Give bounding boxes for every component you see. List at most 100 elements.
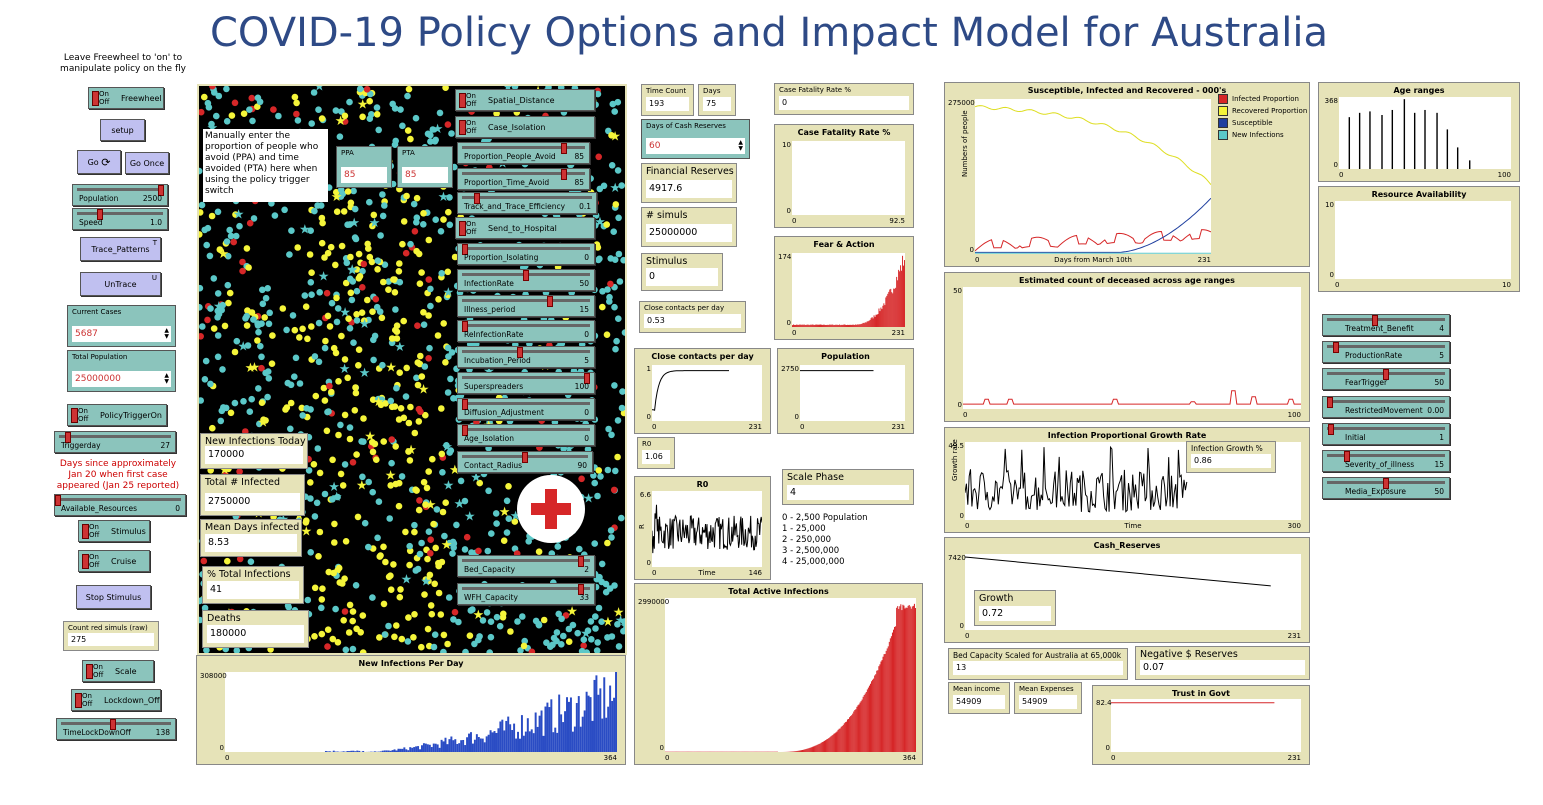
agent-dot [450,616,457,623]
agent-dot [618,182,625,189]
slider-severity-of-illness[interactable]: Severity_of_illness 15 [1322,450,1450,472]
freewheel-switch[interactable]: On Off Freewheel [88,87,164,109]
active-bar [869,683,872,752]
available-resources-slider[interactable]: Available_Resources 0 [54,494,186,516]
switch-spatial-distance[interactable]: On Off Spatial_Distance [455,89,595,111]
agent-dot [553,629,561,636]
agent-dot [425,577,432,585]
agent-dot [493,613,501,621]
agent-dot [488,530,495,537]
fear-bar [869,319,871,327]
slider-restrictedmovement[interactable]: RestrictedMovement 0.00 [1322,396,1450,418]
spinner-icon[interactable]: ▲ ▼ [164,327,169,340]
ppa-input[interactable]: PPA 85 [336,146,392,188]
slider-bed-capacity[interactable]: Bed_Capacity 2 [457,555,595,577]
slider-media-exposure[interactable]: Media_Exposure 50 [1322,477,1450,499]
slider-reinfectionrate[interactable]: ReInfectionRate 0 [457,320,595,342]
input-value[interactable]: 85 [341,167,387,183]
slider-contact-radius[interactable]: Contact_Radius 90 [457,451,593,473]
agent-dot [404,92,411,100]
spinner-icon[interactable]: ▲ ▼ [164,372,169,385]
agent-dot [215,310,223,318]
slider-feartrigger[interactable]: FearTrigger 50 [1322,368,1450,390]
superspreader-star-icon: ★ [394,340,406,355]
stop-stimulus-button[interactable]: Stop Stimulus [76,585,151,609]
active-bar [873,678,875,752]
slider-proportion-time-avoid[interactable]: Proportion_Time_Avoid 85 [457,168,590,190]
cruise-switch[interactable]: On Off Cruise [78,550,150,572]
new-infections-bar [456,744,459,752]
switch-case-isolation[interactable]: On Off Case_Isolation [455,116,595,138]
agent-dot [209,424,216,432]
slider-infectionrate[interactable]: InfectionRate 50 [457,269,595,291]
go-button[interactable]: Go ⟳ [77,150,121,174]
agent-dot [254,337,261,344]
agent-dot [331,539,338,546]
total-population-input[interactable]: Total Population 25000000 ▲ ▼ [67,350,176,392]
scale-switch[interactable]: On Off Scale [82,660,154,682]
go-once-button[interactable]: Go Once [125,152,169,174]
agent-dot [440,320,447,327]
superspreader-star-icon: ★ [620,619,625,634]
input-value[interactable]: 25000000 [72,371,171,387]
spinner-icon[interactable]: ▲ ▼ [738,139,743,152]
agent-dot [214,290,222,297]
new-infections-bar [603,677,606,752]
slider-illness-period[interactable]: Illness_period 15 [457,295,595,317]
agent-dot [451,253,459,261]
slider-treatment-benefit[interactable]: Treatment_Benefit 4 [1322,314,1450,336]
stimulus-switch[interactable]: On Off Stimulus [78,520,150,542]
agent-dot [511,518,519,525]
legend-item: Recovered Proportion [1218,106,1307,116]
pta-input[interactable]: PTA 85 [397,146,453,188]
agent-dot [420,210,427,217]
slider-diffusion-adjustment[interactable]: Diffusion_Adjustment 0 [457,398,595,420]
slider-wfh-capacity[interactable]: WFH_Capacity 33 [457,583,595,605]
agent-dot [286,251,293,258]
fear-bar [864,322,866,327]
new-infections-bar [609,685,612,752]
slider-initial[interactable]: Initial 1 [1322,423,1450,445]
input-value[interactable]: 60 [646,138,745,154]
untrace-button[interactable]: UnTrace U [80,272,161,296]
trace-patterns-button[interactable]: Trace_Patterns T [80,237,161,261]
input-value[interactable]: 5687 [72,326,171,342]
slider-productionrate[interactable]: ProductionRate 5 [1322,341,1450,363]
timelockdown-slider[interactable]: TimeLockDownOff 138 [56,718,176,740]
slider-age-isolation[interactable]: Age_Isolation 0 [457,424,595,446]
active-bar [855,709,857,752]
slider-superspreaders[interactable]: Superspreaders 100 [457,372,595,394]
slider-proportion-isolating[interactable]: Proportion_Isolating 0 [457,243,595,265]
switch-send-to-hospital[interactable]: On Off Send_to_Hospital [455,217,595,239]
slider-track-and-trace-efficiency[interactable]: Track_and_Trace_Efficiency 0.1 [457,192,597,214]
current-cases-input[interactable]: Current Cases 5687 ▲ ▼ [67,305,176,347]
monitor-label: Close contacts per day [644,304,725,312]
speed-slider[interactable]: Speed 1.0 [72,208,168,230]
agent-dot [420,478,428,486]
plot-population: Population 2750 0 0 231 [777,348,914,434]
agent-dot [403,364,410,372]
policy-trigger-switch[interactable]: On Off PolicyTriggerOn [67,404,167,426]
lockdown-switch[interactable]: On Off Lockdown_Off [71,689,161,711]
active-bar [874,675,876,752]
new-infections-bar [470,732,472,752]
agent-dot [307,279,315,286]
new-infections-bar [444,737,447,752]
days-cash-reserves-input[interactable]: Days of Cash Reserves 60 ▲ ▼ [641,119,750,159]
setup-button[interactable]: setup [100,119,145,141]
active-bar [844,722,846,752]
population-slider[interactable]: Population 2500 [72,184,168,206]
agent-dot [240,110,248,117]
slider-value: 2500 [142,194,162,203]
input-value[interactable]: 85 [402,167,448,183]
y-min-label: 0 [957,401,962,409]
triggerday-slider[interactable]: Triggerday 27 [54,431,176,453]
fear-bar [837,324,839,327]
slider-incubation-period[interactable]: Incubation_Period 5 [457,346,595,368]
new-infections-bar [381,750,384,752]
new-infections-bar [409,747,412,752]
superspreader-star-icon: ★ [441,538,453,553]
slider-proportion-people-avoid[interactable]: Proportion_People_Avoid 85 [457,142,590,164]
agent-dot [416,550,424,558]
agent-dot [392,306,399,313]
